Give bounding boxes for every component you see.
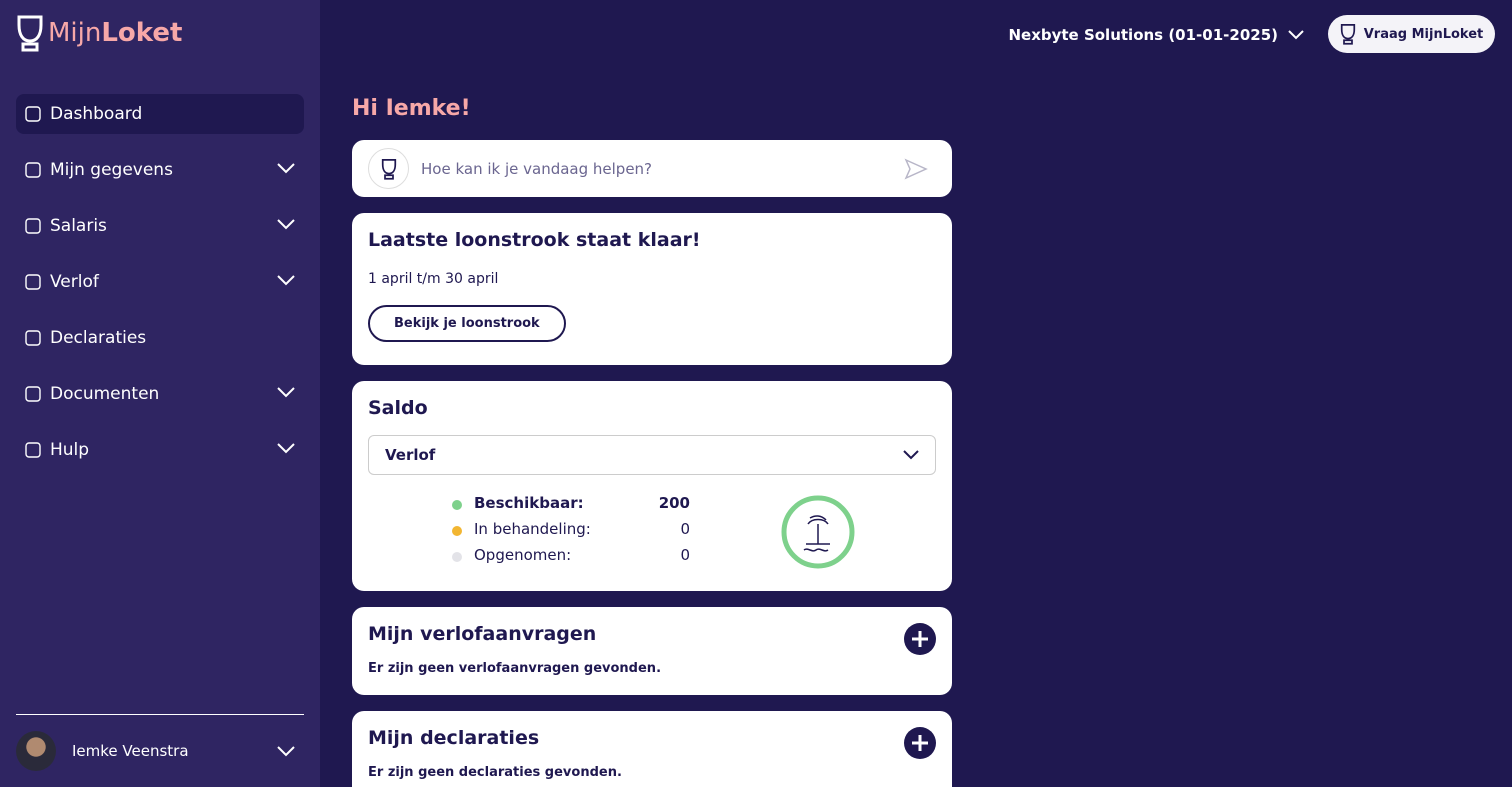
nav-item[interactable]: Hulp: [16, 430, 304, 470]
nav-item[interactable]: Declaraties: [16, 318, 304, 358]
payslip-card: Laatste loonstrook staat klaar! 1 april …: [352, 213, 952, 365]
balance-ring: [781, 495, 855, 569]
balance-row: In behandeling: 0: [452, 520, 690, 538]
logo-prefix: Mijn: [48, 18, 102, 48]
chevron: [1288, 30, 1304, 40]
ask-button[interactable]: Vraag MijnLoket: [1328, 15, 1495, 53]
status-dot: [452, 552, 462, 562]
nav-icon: [25, 274, 41, 290]
employer: Nexbyte Solutions (01-01-2025): [1008, 26, 1278, 44]
leave-empty: Er zijn geen verlofaanvragen gevonden.: [368, 661, 662, 676]
bot-icon: [368, 148, 409, 189]
balance-selected: Verlof: [385, 446, 436, 464]
claims-title: Mijn declaraties: [368, 727, 540, 749]
chat-placeholder: Hoe kan ik je vandaag helpen?: [421, 159, 653, 178]
status-dot: [452, 500, 462, 510]
add-claim-button[interactable]: [904, 727, 936, 759]
logo-icon: [17, 15, 43, 52]
payslip-title: Laatste loonstrook staat klaar!: [368, 229, 701, 251]
payslip-period: 1 april t/m 30 april: [368, 271, 499, 287]
claims-card: Mijn declaraties Er zijn geen declaratie…: [352, 711, 952, 787]
balance-row: Opgenomen: 0: [452, 546, 690, 564]
status-dot: [452, 526, 462, 536]
add-leave-button[interactable]: [904, 623, 936, 655]
chevron: [277, 387, 295, 398]
ask-label: Vraag MijnLoket: [1363, 26, 1484, 42]
nav-label: Verlof: [50, 272, 99, 292]
nav-label: Salaris: [50, 216, 107, 236]
payslip-button[interactable]: Bekijk je loonstrook: [368, 305, 566, 342]
balance-row: Beschikbaar: 200: [452, 494, 690, 512]
logo[interactable]: Mijn Loket: [16, 14, 182, 52]
leave-card: Mijn verlofaanvragen Er zijn geen verlof…: [352, 607, 952, 695]
nav-label: Hulp: [50, 440, 90, 460]
nav-item[interactable]: Mijn gegevens: [16, 150, 304, 190]
nav-icon: [25, 106, 41, 122]
balance-card: Saldo Verlof Beschikbaar: 200 In behandeli…: [352, 381, 952, 591]
balance-label: Opgenomen:: [474, 546, 572, 564]
nav-item[interactable]: Salaris: [16, 206, 304, 246]
ask-icon: [1340, 24, 1355, 45]
chevron: [277, 163, 295, 174]
nav-icon: [25, 442, 41, 458]
balance-label: Beschikbaar:: [474, 494, 584, 512]
balance-title: Saldo: [368, 397, 428, 419]
user-menu[interactable]: Iemke Veenstra: [16, 714, 304, 787]
nav-label: Documenten: [50, 384, 160, 404]
balance-label: In behandeling:: [474, 520, 591, 538]
employer-select[interactable]: Nexbyte Solutions (01-01-2025): [1008, 26, 1304, 44]
balance-value: 200: [658, 494, 690, 512]
chevron: [903, 450, 919, 460]
send-icon[interactable]: [904, 158, 928, 180]
chevron: [277, 275, 295, 286]
nav-item[interactable]: Documenten: [16, 374, 304, 414]
nav-icon: [25, 386, 41, 402]
nav-label: Declaraties: [50, 328, 147, 348]
nav-label: Mijn gegevens: [50, 160, 173, 180]
nav-icon: [25, 330, 41, 346]
greeting: Hi Iemke!: [352, 96, 471, 121]
balance-value: 0: [680, 546, 690, 564]
nav-icon: [25, 218, 41, 234]
nav-icon: [25, 162, 41, 178]
logo-suffix: Loket: [101, 18, 183, 48]
chevron: [277, 219, 295, 230]
user-name: Iemke Veenstra: [72, 742, 189, 760]
nav-item[interactable]: Verlof: [16, 262, 304, 302]
sidebar: Mijn Loket Dashboard Mijn gegevens Salaris V…: [0, 0, 320, 787]
nav-item[interactable]: Dashboard: [16, 94, 304, 134]
chevron: [277, 746, 295, 757]
claims-empty: Er zijn geen declaraties gevonden.: [368, 765, 622, 780]
chevron: [277, 443, 295, 454]
balance-value: 0: [680, 520, 690, 538]
balance-select[interactable]: Verlof: [368, 435, 936, 475]
leave-title: Mijn verlofaanvragen: [368, 623, 597, 645]
chat-input[interactable]: Hoe kan ik je vandaag helpen?: [352, 140, 952, 197]
nav-label: Dashboard: [50, 104, 143, 124]
avatar: [16, 731, 56, 771]
